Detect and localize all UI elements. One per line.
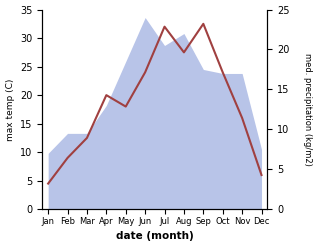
Y-axis label: max temp (C): max temp (C) <box>5 78 15 141</box>
X-axis label: date (month): date (month) <box>116 231 194 242</box>
Y-axis label: med. precipitation (kg/m2): med. precipitation (kg/m2) <box>303 53 313 166</box>
